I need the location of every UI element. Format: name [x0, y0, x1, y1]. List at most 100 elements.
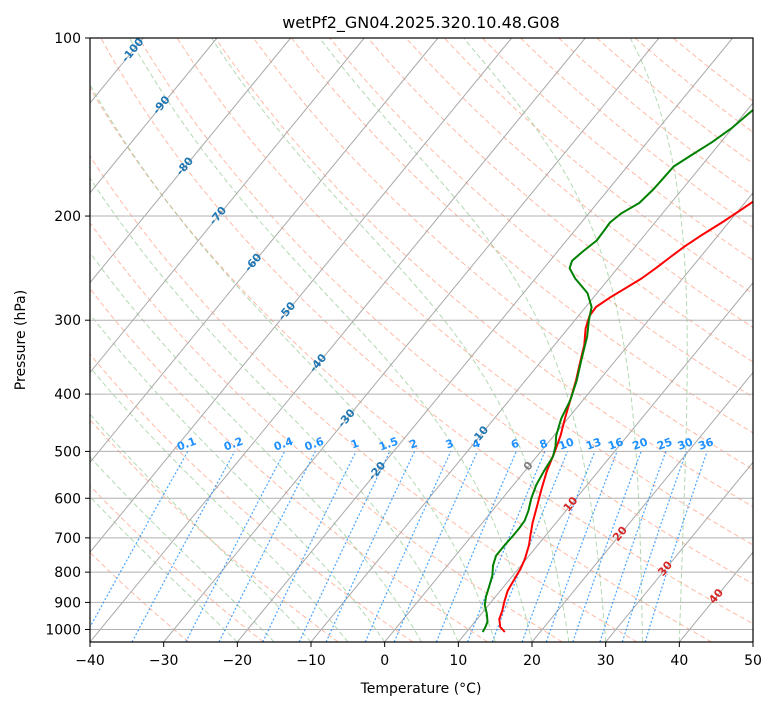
- dry-adiabat: [443, 38, 753, 295]
- mixing-ratio-line: [131, 451, 236, 642]
- x-tick-label: 30: [597, 653, 615, 669]
- x-axis-label: Temperature (°C): [360, 681, 482, 697]
- mixing-ratio-label: 10: [557, 435, 576, 453]
- isotherm-line: [457, 281, 753, 642]
- dry-adiabat: [329, 38, 753, 398]
- dry-adiabat: [405, 38, 753, 329]
- moist-adiabat: [90, 313, 386, 642]
- mixing-ratio-line: [644, 451, 708, 642]
- mixing-ratio-label: 0.1: [175, 435, 198, 454]
- mixing-ratio-label: 4: [470, 437, 482, 452]
- mixing-ratio-label: 16: [606, 435, 625, 453]
- y-tick-label: 200: [54, 209, 81, 225]
- isotherm-line: [384, 192, 753, 642]
- mixing-ratio-line: [521, 451, 596, 642]
- x-tick-label: 20: [523, 653, 541, 669]
- dry-adiabat: [90, 87, 712, 642]
- isotherm-line: [90, 38, 586, 642]
- dry-adiabat: [138, 38, 753, 585]
- dry-adiabat: [90, 551, 190, 642]
- x-tick-label: −20: [223, 653, 253, 669]
- mixing-ratio-line: [621, 451, 687, 642]
- moist-adiabat: [629, 38, 688, 642]
- y-tick-label: 300: [54, 313, 81, 329]
- y-axis: 100 200 300 400 500 600 700 800 900 1000: [45, 31, 90, 638]
- mixing-ratio-line: [572, 451, 642, 642]
- mixing-ratio-label: 1.5: [377, 435, 400, 454]
- moist-adiabat: [211, 38, 570, 642]
- x-tick-label: −30: [149, 653, 179, 669]
- isotherm-line: [531, 371, 753, 642]
- x-tick-label: −10: [296, 653, 326, 669]
- dry-adiabat: [100, 38, 753, 625]
- mixing-ratio-line: [364, 451, 452, 642]
- y-tick-label: 900: [54, 595, 81, 611]
- dry-adiabat: [90, 155, 638, 642]
- mixing-ratio-line: [298, 451, 391, 642]
- moist-adiabat: [90, 495, 238, 642]
- y-tick-label: 100: [54, 31, 81, 47]
- mixing-ratio-label: 6: [509, 437, 521, 452]
- dry-adiabat: [90, 419, 339, 642]
- moist-adiabat: [319, 38, 607, 642]
- y-tick-label: 400: [54, 387, 81, 403]
- x-tick-label: 40: [670, 653, 688, 669]
- mixing-ratio-label: 13: [584, 435, 603, 452]
- dewpoint-profile-line: [481, 108, 753, 633]
- moist-adiabat: [90, 177, 459, 642]
- dry-adiabat: [90, 485, 264, 642]
- y-tick-label: 600: [54, 491, 81, 507]
- mixing-ratio-label: 3: [444, 437, 456, 452]
- mixing-ratio-line: [545, 451, 618, 642]
- x-tick-label: 50: [744, 653, 762, 669]
- dry-adiabat: [90, 287, 488, 642]
- isotherm-line: [163, 38, 660, 642]
- isotherm-line: [310, 102, 753, 642]
- mixing-ratio-label: 20: [631, 435, 650, 453]
- isotherm-line: [605, 461, 753, 642]
- moist-adiabat: [90, 456, 275, 642]
- x-axis: −40 −30 −20 −10 0 10 20 30 40 50: [75, 642, 762, 669]
- mixing-ratio-line: [599, 451, 667, 642]
- mixing-ratio-line: [325, 451, 416, 642]
- mixing-ratio-line: [491, 451, 569, 642]
- mixing-ratio-line: [90, 451, 189, 629]
- mixing-ratio-label: 2: [408, 437, 420, 452]
- mixing-ratio-line: [435, 451, 517, 642]
- x-tick-label: −40: [75, 653, 105, 669]
- y-tick-label: 500: [54, 444, 81, 460]
- mixing-ratio-label: 36: [697, 435, 716, 453]
- mixing-ratio-label: 1: [349, 437, 361, 452]
- moist-adiabat: [129, 38, 533, 642]
- moist-adiabat: [463, 38, 643, 642]
- isotherm-line: [90, 38, 512, 553]
- mixing-ratio-label: 0.2: [222, 435, 245, 454]
- mixing-ratio-label: 25: [655, 435, 674, 452]
- isotherm-line: [236, 38, 733, 642]
- mixing-ratio-label: 0.4: [272, 435, 295, 454]
- chart-title: wetPf2_GN04.2025.320.10.48.G08: [282, 13, 560, 33]
- mixing-ratio-line: [262, 451, 357, 642]
- mixing-ratio-line: [393, 451, 478, 642]
- mixing-ratio-line: [218, 451, 317, 642]
- mixing-ratio-line: [185, 451, 286, 642]
- mixing-ratio-label: 8: [538, 437, 550, 452]
- dry-adiabat: [291, 38, 753, 434]
- isotherm-line: [90, 38, 439, 464]
- mixing-ratio-label: 0.6: [303, 435, 326, 454]
- plot-area: [90, 38, 753, 642]
- mixing-ratio-line: [466, 451, 546, 642]
- mixing-ratio-label: 30: [676, 435, 695, 453]
- dry-adiabat: [90, 221, 563, 642]
- y-tick-label: 700: [54, 531, 81, 547]
- x-tick-label: 10: [449, 653, 467, 669]
- y-tick-label: 800: [54, 565, 81, 581]
- plot-frame: [89, 37, 754, 643]
- isotherm-line: [90, 38, 291, 284]
- y-tick-label: 1000: [45, 622, 81, 638]
- dry-adiabat: [214, 38, 753, 508]
- y-axis-label: Pressure (hPa): [13, 290, 29, 390]
- moist-adiabat: [90, 251, 422, 642]
- x-tick-label: 0: [380, 653, 389, 669]
